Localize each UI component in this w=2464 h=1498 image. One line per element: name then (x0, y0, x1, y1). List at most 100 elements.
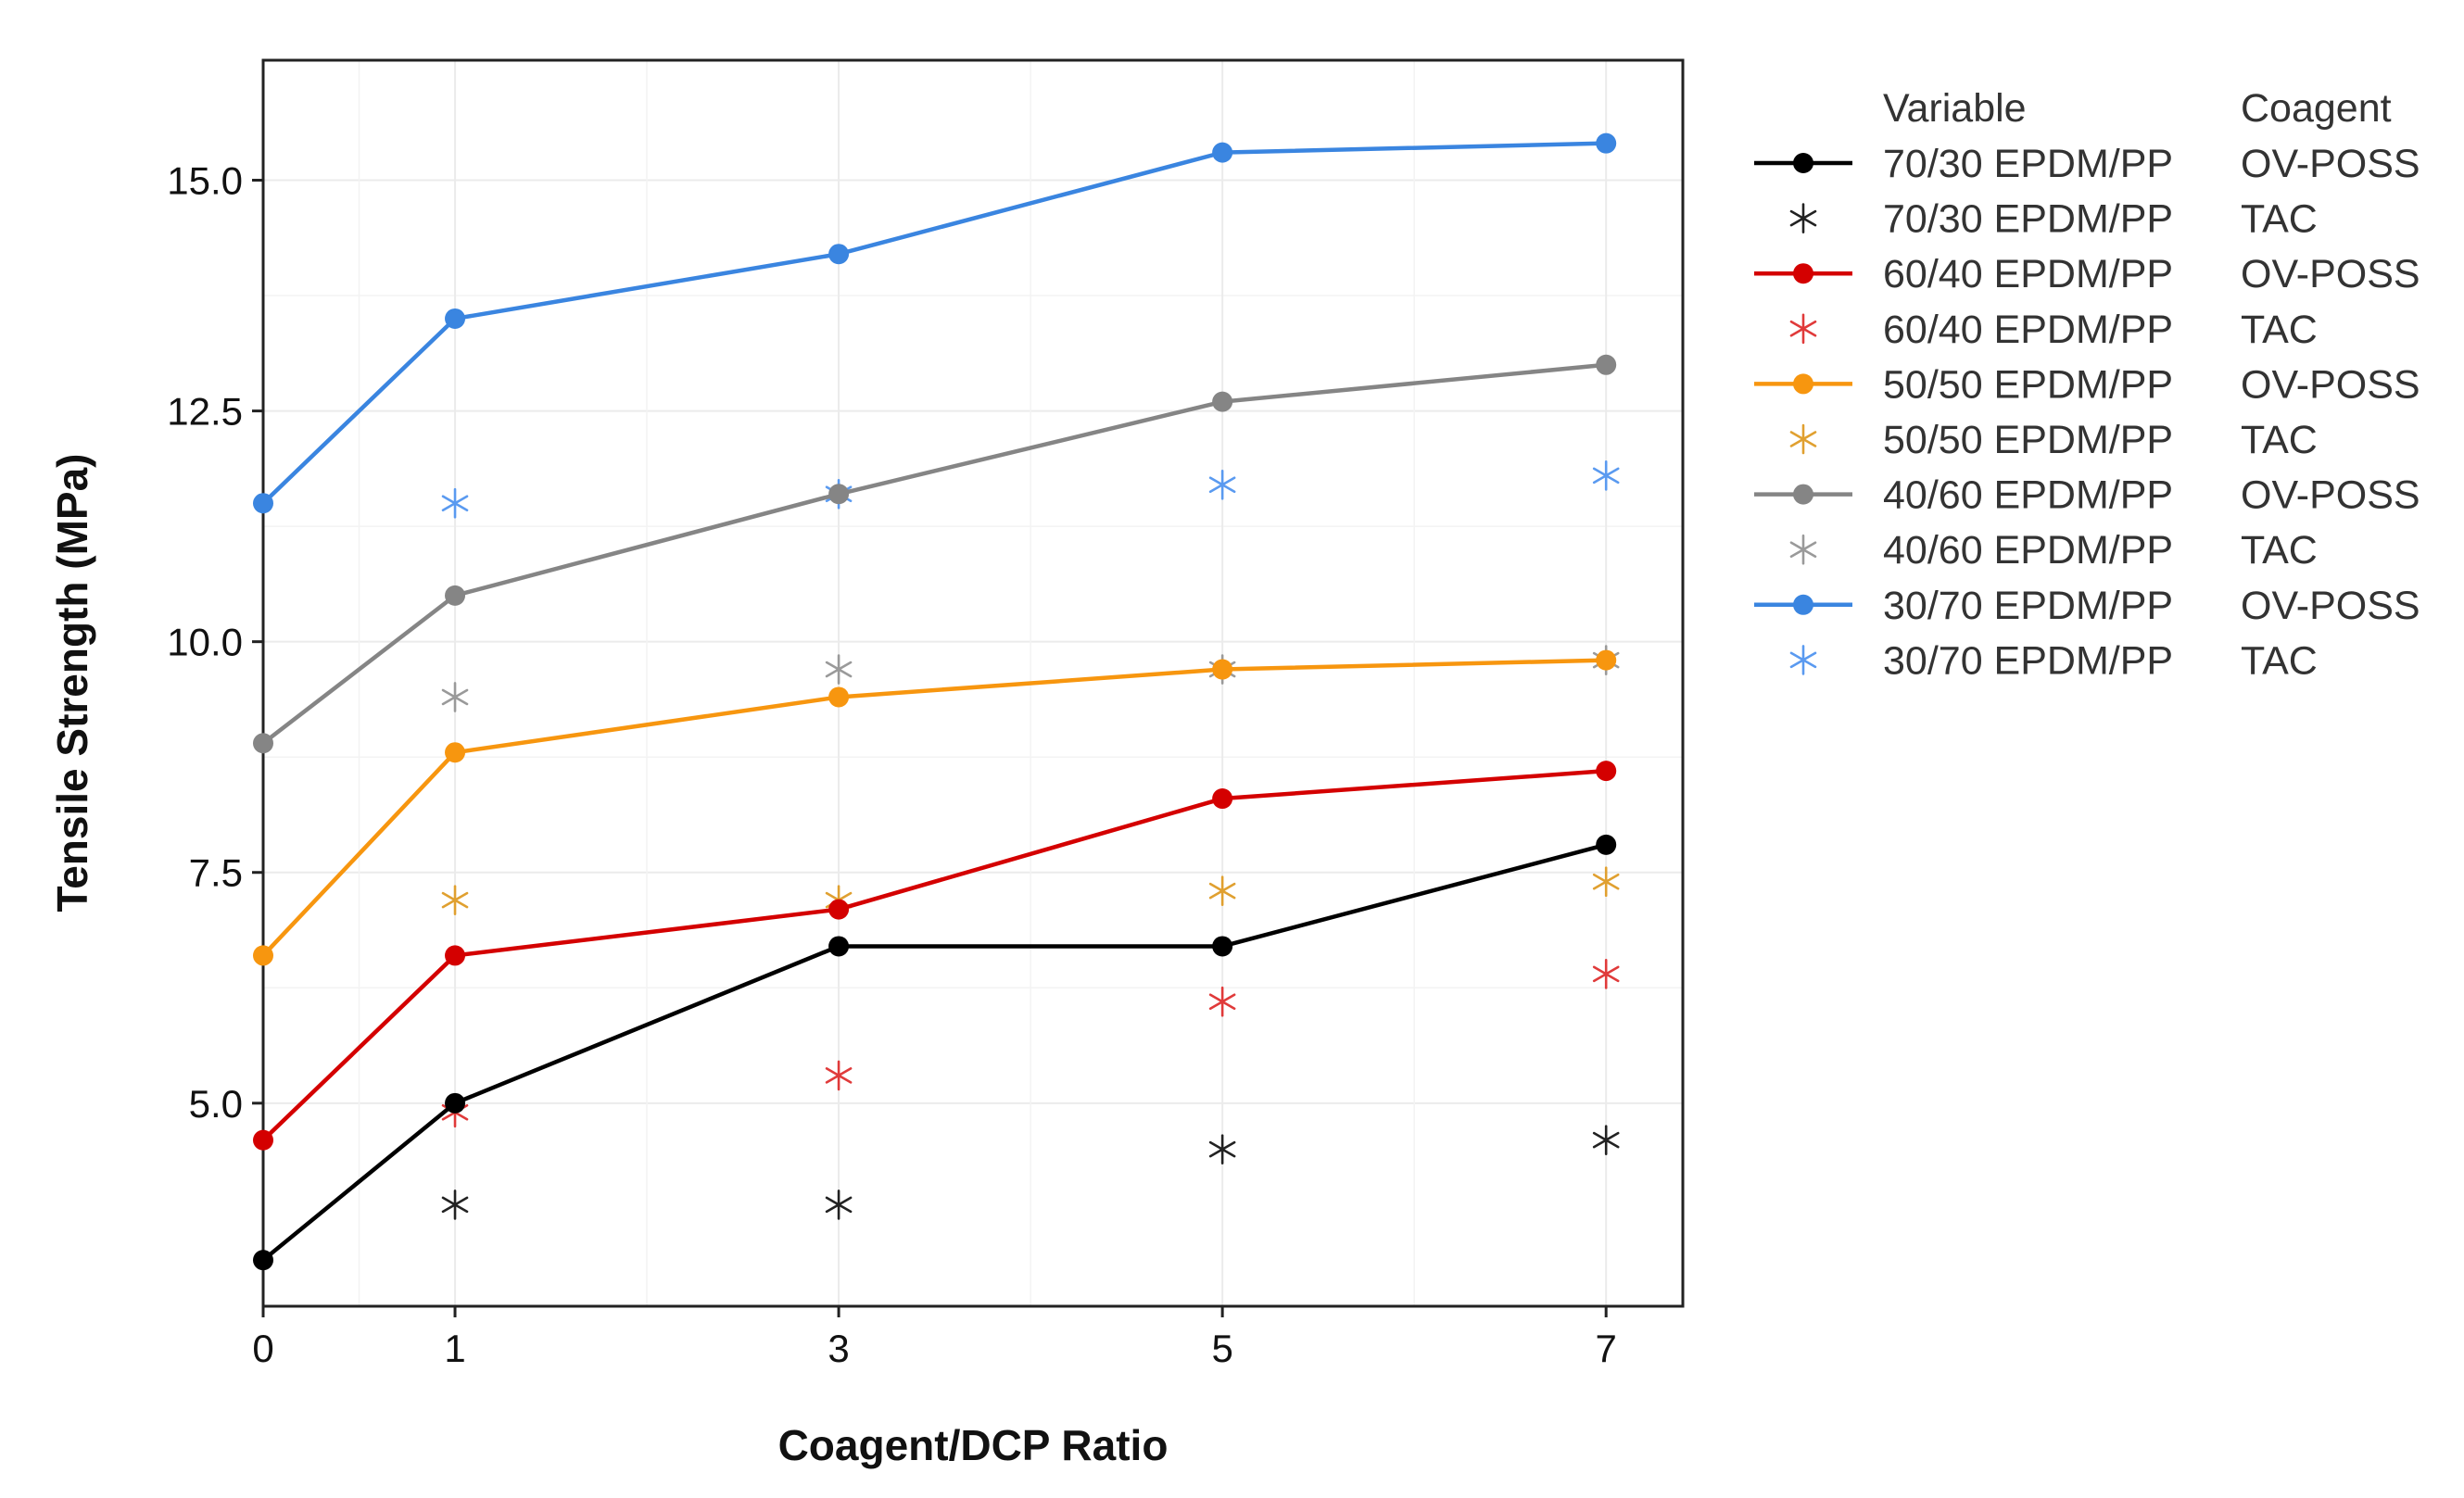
y-tick-label: 15.0 (167, 159, 243, 203)
data-point (828, 686, 850, 708)
data-point (828, 484, 850, 505)
series-1 (441, 1125, 1620, 1220)
legend-label-coagent: OV-POSS (2241, 142, 2420, 186)
series-6 (253, 354, 1617, 754)
data-point (1596, 132, 1617, 154)
plot-border (261, 58, 1685, 1308)
legend-entry: 50/50 EPDM/PP TAC (1789, 418, 2318, 462)
legend-label-variable: 70/30 EPDM/PP (1883, 197, 2173, 242)
legend-entry: 70/30 EPDM/PP OV-POSS (1754, 142, 2420, 186)
legend-label-variable: 30/70 EPDM/PP (1883, 638, 2173, 683)
legend-header-variable: Variable (1883, 86, 2027, 131)
x-tick-label: 7 (1596, 1327, 1617, 1370)
data-point (1592, 460, 1620, 491)
legend-label-variable: 30/70 EPDM/PP (1883, 584, 2173, 628)
y-tick-label: 12.5 (167, 390, 243, 434)
legend-label-variable: 40/60 EPDM/PP (1883, 528, 2173, 573)
legend-key-dot (1793, 373, 1813, 395)
data-point (1208, 469, 1236, 500)
legend-entry: 50/50 EPDM/PP OV-POSS (1754, 362, 2420, 407)
y-axis-title: Tensile Strength (MPa) (48, 454, 96, 913)
data-point (1208, 1134, 1236, 1164)
legend-entry: 40/60 EPDM/PP OV-POSS (1754, 473, 2420, 518)
legend-label-coagent: TAC (2241, 638, 2318, 683)
data-point (1592, 1125, 1620, 1155)
series-2 (253, 761, 1617, 1151)
data-point (1212, 142, 1233, 163)
data-point (441, 682, 469, 712)
legend-label-coagent: TAC (2241, 528, 2318, 573)
data-point (828, 899, 850, 920)
data-point (825, 1190, 853, 1220)
data-point (253, 493, 273, 514)
data-point (1596, 354, 1617, 375)
data-point (253, 945, 273, 966)
legend-key-dot (1793, 153, 1813, 173)
data-point (253, 733, 273, 754)
legend-key-asterisk (1789, 423, 1817, 455)
legend-label-variable: 50/50 EPDM/PP (1883, 362, 2173, 407)
legend-label-coagent: OV-POSS (2241, 473, 2420, 518)
series-8 (253, 132, 1617, 514)
legend-label-coagent: TAC (2241, 418, 2318, 462)
legend-key-asterisk (1789, 534, 1817, 565)
data-point (445, 945, 466, 966)
data-point (253, 1250, 273, 1271)
data-point (1592, 959, 1620, 989)
y-tick-label: 7.5 (189, 851, 243, 895)
data-point (828, 936, 850, 957)
legend-key-asterisk (1789, 203, 1817, 233)
legend-entry: 60/40 EPDM/PP OV-POSS (1754, 252, 2420, 296)
legend-label-coagent: OV-POSS (2241, 252, 2420, 296)
axis-ticks: 0 1 3 5 7 5.0 7.5 10.0 12.5 15.0 (167, 159, 1617, 1370)
legend-key-asterisk (1789, 313, 1817, 345)
series-0 (253, 834, 1617, 1271)
legend-label-variable: 60/40 EPDM/PP (1883, 308, 2173, 352)
data-point (1592, 866, 1620, 898)
legend-entry: 40/60 EPDM/PP TAC (1789, 528, 2318, 573)
legend-entry: 30/70 EPDM/PP OV-POSS (1754, 584, 2420, 628)
x-axis-title: Coagent/DCP Ratio (778, 1421, 1169, 1469)
data-point (825, 1060, 853, 1091)
y-tick-label: 5.0 (189, 1082, 243, 1126)
x-tick-label: 1 (444, 1327, 465, 1370)
data-point (828, 244, 850, 265)
legend-key-dot (1793, 594, 1813, 615)
data-point (1208, 986, 1236, 1017)
legend-entry: 70/30 EPDM/PP TAC (1789, 197, 2318, 242)
data-point (1596, 834, 1617, 855)
legend-entry: 60/40 EPDM/PP TAC (1789, 308, 2318, 352)
data-point (441, 885, 469, 915)
data-point (1212, 391, 1233, 412)
data-point (1212, 659, 1233, 680)
legend-label-coagent: OV-POSS (2241, 362, 2420, 407)
x-tick-label: 3 (828, 1327, 849, 1370)
data-series (253, 132, 1620, 1271)
legend-label-variable: 40/60 EPDM/PP (1883, 473, 2173, 518)
x-tick-label: 5 (1211, 1327, 1232, 1370)
data-point (1208, 875, 1236, 906)
x-tick-label: 0 (252, 1327, 273, 1370)
data-point (253, 1129, 273, 1151)
data-point (445, 1092, 466, 1114)
legend-entry: 30/70 EPDM/PP TAC (1789, 638, 2318, 683)
data-point (825, 654, 853, 685)
legend-label-variable: 60/40 EPDM/PP (1883, 252, 2173, 296)
legend: Variable Coagent 70/30 EPDM/PP OV-POSS70/… (1754, 86, 2420, 683)
legend-label-coagent: TAC (2241, 308, 2318, 352)
legend-key-asterisk (1789, 645, 1817, 675)
data-point (1596, 649, 1617, 671)
legend-label-coagent: OV-POSS (2241, 584, 2420, 628)
series-4 (253, 649, 1617, 966)
data-point (1212, 788, 1233, 810)
y-tick-label: 10.0 (167, 621, 243, 664)
legend-label-variable: 50/50 EPDM/PP (1883, 418, 2173, 462)
legend-key-dot (1793, 484, 1813, 505)
legend-header-coagent: Coagent (2241, 86, 2392, 131)
legend-label-coagent: TAC (2241, 197, 2318, 242)
legend-label-variable: 70/30 EPDM/PP (1883, 142, 2173, 186)
legend-key-dot (1793, 263, 1813, 284)
data-point (445, 308, 466, 329)
